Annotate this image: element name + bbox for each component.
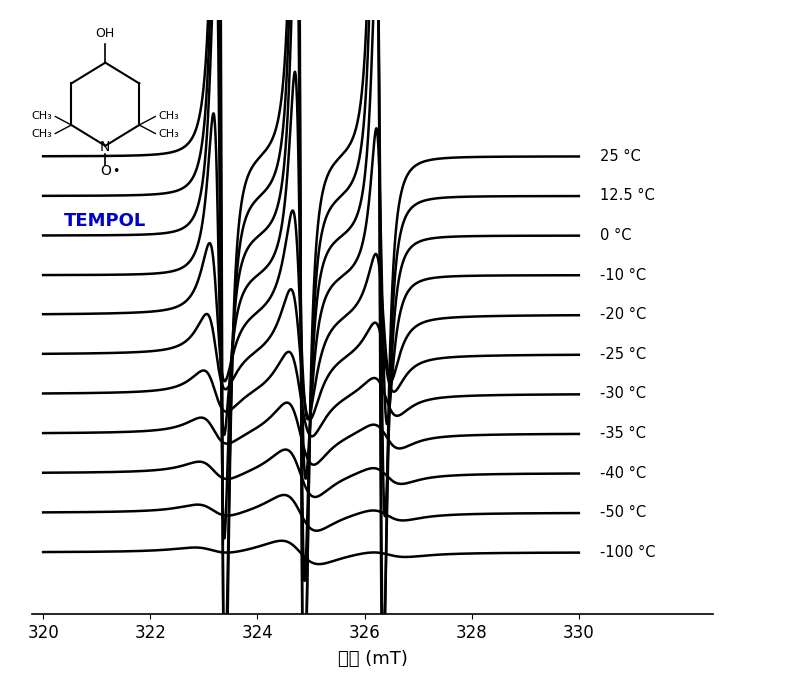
Text: 0 °C: 0 °C (600, 228, 632, 243)
Text: -25 °C: -25 °C (600, 347, 646, 362)
Text: -100 °C: -100 °C (600, 545, 656, 560)
X-axis label: 磁場 (mT): 磁場 (mT) (338, 650, 407, 668)
Text: -35 °C: -35 °C (600, 426, 646, 441)
Text: 25 °C: 25 °C (600, 149, 641, 164)
Text: -50 °C: -50 °C (600, 506, 646, 520)
Text: O: O (100, 164, 111, 178)
Text: -10 °C: -10 °C (600, 268, 646, 283)
Text: -20 °C: -20 °C (600, 307, 646, 322)
Text: •: • (113, 165, 120, 178)
Text: CH₃: CH₃ (159, 130, 180, 140)
Text: -40 °C: -40 °C (600, 466, 646, 481)
Text: TEMPOL: TEMPOL (64, 212, 147, 230)
Text: CH₃: CH₃ (31, 130, 52, 140)
Text: N: N (100, 140, 110, 154)
Text: 12.5 °C: 12.5 °C (600, 188, 655, 203)
Text: CH₃: CH₃ (31, 111, 52, 121)
Text: -30 °C: -30 °C (600, 387, 646, 402)
Text: CH₃: CH₃ (159, 111, 180, 121)
Text: OH: OH (96, 27, 115, 40)
